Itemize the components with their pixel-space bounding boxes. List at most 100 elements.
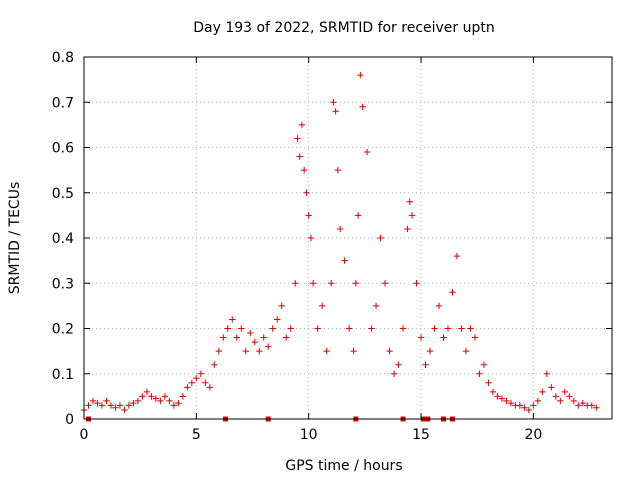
data-point xyxy=(521,404,528,411)
data-point xyxy=(476,370,483,377)
data-point xyxy=(368,325,375,332)
data-point xyxy=(224,325,231,332)
data-point xyxy=(548,384,555,391)
x-tick-label: 20 xyxy=(524,427,542,443)
data-point xyxy=(330,99,337,106)
data-point xyxy=(431,325,438,332)
data-point xyxy=(103,397,110,405)
data-point xyxy=(107,402,115,409)
data-point xyxy=(303,189,310,196)
data-point xyxy=(125,402,133,409)
data-point xyxy=(341,257,348,264)
data-point xyxy=(579,399,586,407)
data-point xyxy=(566,393,573,400)
data-point xyxy=(116,402,124,409)
data-point xyxy=(157,397,164,405)
data-point xyxy=(202,379,209,386)
data-point xyxy=(530,402,537,409)
data-point xyxy=(188,379,196,386)
x-tick-label: 0 xyxy=(80,427,89,443)
grid-layer xyxy=(84,57,612,419)
data-point xyxy=(336,225,344,233)
x-tick-label: 10 xyxy=(300,427,318,443)
data-point xyxy=(143,388,151,396)
data-point xyxy=(323,347,330,355)
data-point xyxy=(94,399,101,407)
points-layer xyxy=(80,71,600,414)
data-point xyxy=(296,153,303,160)
data-point xyxy=(179,393,187,400)
data-point xyxy=(193,375,200,382)
data-point xyxy=(408,212,416,219)
data-point xyxy=(543,370,551,377)
data-point xyxy=(498,395,506,402)
y-tick-label: 0.3 xyxy=(52,276,74,292)
data-point xyxy=(294,135,301,142)
data-point xyxy=(269,325,276,332)
data-point xyxy=(238,325,245,332)
chart-title: Day 193 of 2022, SRMTID for receiver upt… xyxy=(193,20,495,36)
data-point xyxy=(247,329,254,337)
data-point xyxy=(552,393,560,400)
data-point xyxy=(314,325,321,332)
data-point xyxy=(406,198,413,205)
data-point xyxy=(426,347,434,355)
x-tick-label: 5 xyxy=(192,427,201,443)
data-point xyxy=(215,347,223,355)
data-point xyxy=(404,225,411,233)
data-point xyxy=(130,399,137,407)
data-point xyxy=(386,347,393,355)
data-point xyxy=(440,334,447,341)
y-tick-label: 0.2 xyxy=(52,322,74,338)
data-point xyxy=(372,302,380,310)
data-point xyxy=(413,280,420,287)
data-point xyxy=(377,234,384,242)
x-tick-label: 15 xyxy=(412,427,430,443)
data-point xyxy=(593,404,600,411)
data-point xyxy=(251,338,258,346)
data-point xyxy=(242,347,249,355)
data-point xyxy=(89,397,97,405)
data-point xyxy=(458,325,465,332)
data-point xyxy=(435,302,443,310)
data-point xyxy=(327,280,335,287)
data-point xyxy=(462,347,470,355)
data-point xyxy=(570,397,578,405)
data-point xyxy=(494,393,501,400)
data-point xyxy=(345,325,353,332)
y-tick-label: 0.8 xyxy=(52,50,74,66)
data-point xyxy=(298,121,306,129)
data-point xyxy=(575,402,582,409)
data-point xyxy=(139,393,146,400)
data-point xyxy=(170,402,178,409)
data-point xyxy=(197,370,205,377)
data-point xyxy=(256,347,263,355)
data-point xyxy=(561,388,569,396)
data-point xyxy=(354,212,362,219)
data-point xyxy=(287,325,294,332)
data-point xyxy=(489,388,497,396)
data-point xyxy=(98,402,106,409)
data-point xyxy=(152,395,160,402)
data-point xyxy=(292,280,299,287)
data-point xyxy=(206,384,214,391)
data-point xyxy=(278,302,285,310)
data-point xyxy=(274,316,281,323)
data-point xyxy=(588,402,595,409)
data-point xyxy=(503,397,510,405)
data-point xyxy=(357,71,364,79)
x-axis-title: GPS time / hours xyxy=(285,458,402,474)
data-point xyxy=(363,148,371,156)
data-point xyxy=(352,280,360,287)
data-point xyxy=(300,166,308,174)
tick-labels-layer: 0 5 10 15 20 0 0.1 0.2 0.3 0.4 0.5 0.6 0.7 0.8 xyxy=(52,50,543,443)
data-point xyxy=(422,361,429,368)
data-point xyxy=(516,402,524,409)
y-tick-label: 0.4 xyxy=(52,231,74,247)
data-point xyxy=(211,361,218,368)
data-point xyxy=(283,334,290,341)
data-point xyxy=(175,399,182,407)
ticks-layer xyxy=(83,56,612,420)
data-point xyxy=(229,316,236,323)
